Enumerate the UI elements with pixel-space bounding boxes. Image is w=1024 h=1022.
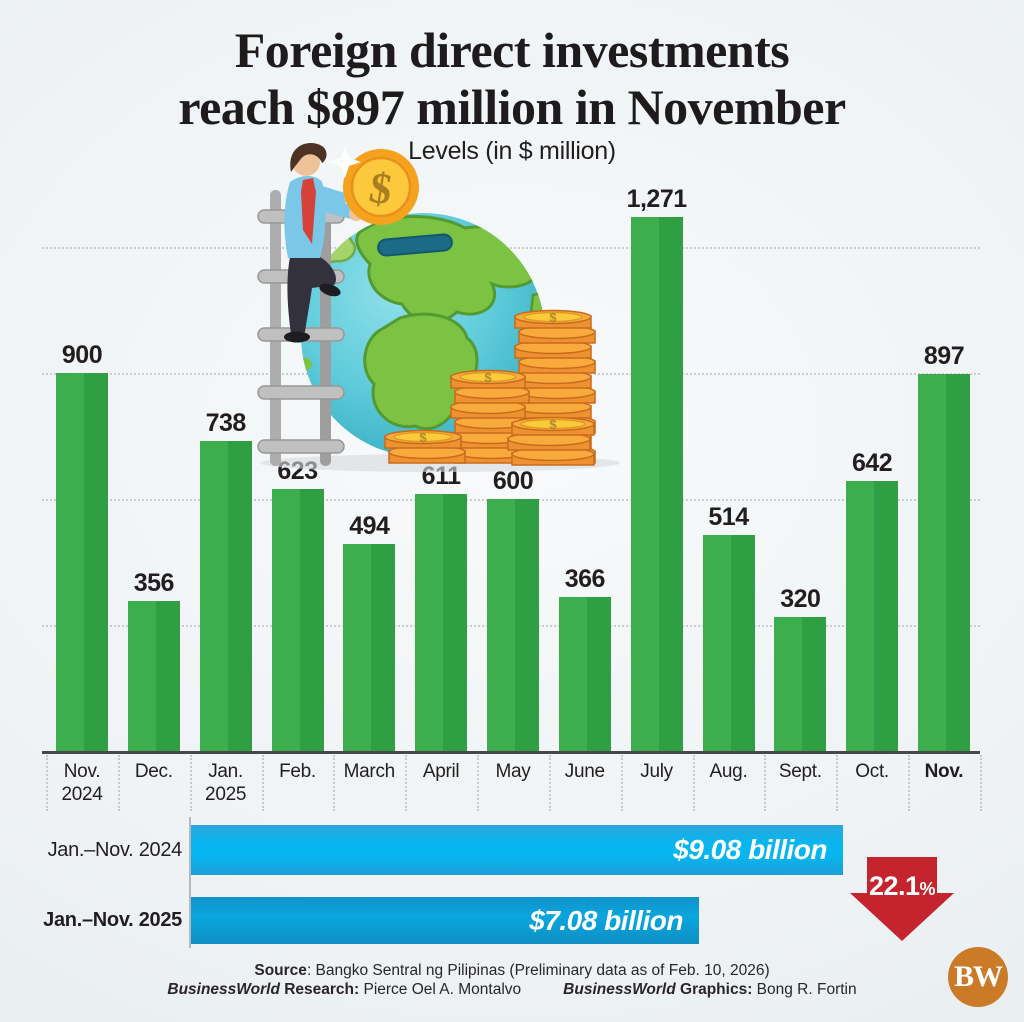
down-arrow-icon [850,857,954,941]
x-axis-separator [46,755,49,811]
decline-arrow: 22.1% [846,855,958,943]
x-axis-separator [692,755,695,811]
bar [271,489,324,751]
x-axis-separator [333,755,336,811]
credits-line: BusinessWorld Research: Pierce Oel A. Mo… [167,981,857,999]
svg-text:$: $ [484,370,492,385]
bar-value-label: 494 [349,512,390,540]
coin-stack-icon: $ $ $ $ [384,309,596,466]
dollar-coin-icon: $ [343,149,419,225]
x-axis-separator [548,755,551,811]
bar-value-label: 897 [923,342,965,370]
x-axis-label: Nov. 2024 [61,761,103,805]
x-axis-label: Oct. [855,761,889,782]
bar-value-label: 366 [564,565,606,593]
x-axis-separator [979,755,982,811]
comparison-bar: $7.08 billion [191,897,699,944]
x-axis-separator [764,755,767,811]
bar-value-label: 1,271 [626,185,688,213]
x-axis-label: June [564,761,605,782]
x-axis-line [42,751,980,754]
sparkle-icon [329,146,361,178]
gridline [42,247,980,249]
x-axis-separator [117,755,120,811]
bar [487,499,539,751]
savings-illustration: $ $ $ $ $ [257,143,620,472]
bar [918,374,970,751]
bar [702,535,755,751]
bw-logo: BW [948,947,1008,1007]
bar-value-label: 900 [61,341,103,369]
x-axis-label: Sept. [778,761,822,782]
x-axis-label: July [640,761,673,782]
comparison-bar-value: $7.08 billion [529,904,683,936]
percent-change-label: 22.1% [868,871,936,901]
x-axis-separator [189,755,192,811]
x-axis-label: Jan. 2025 [205,761,247,805]
bar [56,373,108,751]
x-axis-separator [477,755,480,811]
x-axis-label: Aug. [709,761,748,782]
source-line: Source: Bangko Sentral ng Pilipinas (Pre… [254,962,770,979]
x-axis-label: March [343,761,396,782]
bar-value-label: 600 [492,467,534,495]
x-axis-separator [261,755,264,811]
comparison-row-label: Jan.–Nov. 2025 [43,909,182,931]
bar-value-label: 642 [851,449,893,477]
comparison-bar: $9.08 billion [191,825,843,875]
bar [558,597,611,751]
climbing-man-icon [284,143,363,343]
bar-value-label: 320 [780,585,821,613]
comparison-axis-line [189,817,191,948]
bar [343,544,396,751]
x-axis-separator [836,755,839,811]
x-axis-label: April [422,761,460,782]
x-axis-label: Feb. [279,761,316,782]
bar [846,481,899,751]
bar [199,441,252,751]
bar [415,494,468,751]
svg-text:$: $ [549,417,557,432]
bar [127,601,180,751]
x-axis-separator [908,755,910,811]
bar-value-label: 514 [708,503,749,531]
coin-slot [377,233,453,257]
bar-value-label: 738 [205,409,247,437]
bar [774,617,827,751]
comparison-bar-value: $9.08 billion [673,834,827,865]
x-axis-label: Nov. [924,761,964,782]
bar [630,217,683,751]
x-axis-separator [405,755,408,811]
x-axis-label: Dec. [134,761,173,782]
footer-credits: Source: Bangko Sentral ng Pilipinas (Pre… [0,961,1024,1000]
page-title: Foreign direct investments reach $897 mi… [178,22,846,135]
x-axis-label: May [495,761,531,782]
svg-text:$: $ [419,430,427,445]
chart-unit-label: Levels (in $ million) [408,137,616,165]
comparison-row-label: Jan.–Nov. 2024 [47,838,183,861]
svg-text:$: $ [549,310,557,325]
x-axis-separator [620,755,623,811]
bar-value-label: 356 [133,569,175,597]
